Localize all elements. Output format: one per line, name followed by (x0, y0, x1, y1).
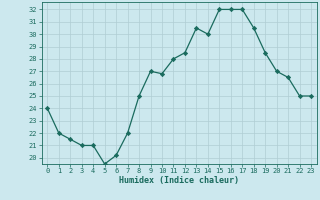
X-axis label: Humidex (Indice chaleur): Humidex (Indice chaleur) (119, 176, 239, 185)
